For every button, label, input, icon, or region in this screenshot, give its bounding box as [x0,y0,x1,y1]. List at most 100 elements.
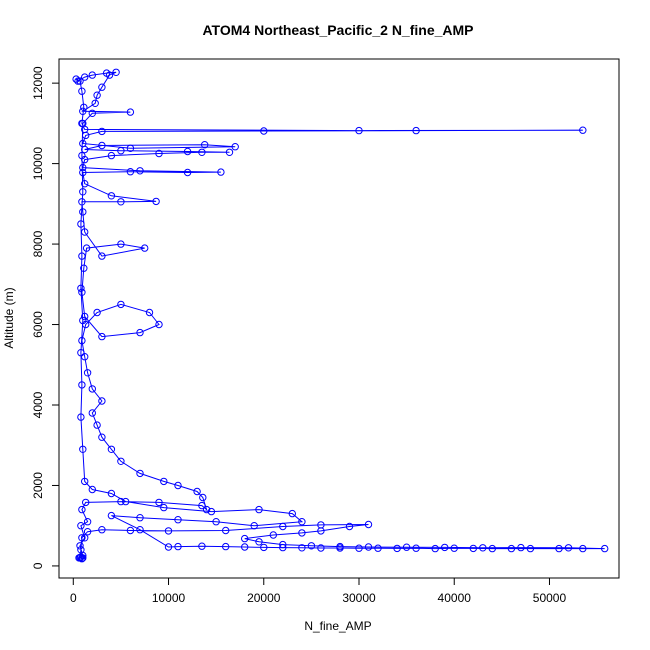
data-point [122,497,130,506]
data-point [81,312,89,321]
data-point [564,544,573,552]
x-tick-label: 10000 [152,591,186,605]
data-point [488,544,496,553]
data-point [77,522,85,530]
data-point [88,109,97,118]
data-point [345,522,354,531]
data-point [77,413,85,421]
data-point [117,240,125,248]
data-point [174,481,182,490]
data-point [78,336,86,345]
data-point [269,531,277,539]
data-point [98,433,106,441]
data-point [136,526,144,534]
data-point [193,487,201,496]
data-point [78,505,86,514]
chart-title: ATOM4 Northeast_Pacific_2 N_fine_AMP [202,22,473,38]
data-point [83,518,92,526]
data-point [81,353,89,361]
data-point [260,127,268,135]
data-point [117,497,125,506]
data-point [469,544,477,553]
data-point [152,197,160,206]
data-point [98,252,106,260]
data-point [76,553,84,562]
data-point [402,543,411,551]
data-point [298,544,306,552]
data-point [222,526,230,535]
data-point [107,445,116,453]
data-point [164,543,173,551]
data-point [79,163,87,172]
data-point [78,198,86,206]
data-point [279,540,287,549]
data-point [222,542,230,551]
data-point [72,75,80,83]
data-point [145,308,154,317]
data-point [126,168,135,176]
data-point [183,147,192,156]
data-point [78,288,86,296]
data-point [355,544,363,552]
data-point [126,108,135,116]
data-point [88,409,97,417]
data-point [217,168,225,176]
data-point [91,99,99,108]
data-point [79,168,87,177]
data-point [126,144,135,153]
data-point [88,385,97,393]
data-point [174,542,182,551]
data-point [517,543,525,552]
x-tick-label: 40000 [438,591,472,605]
data-point [76,77,84,85]
y-tick-label: 12000 [31,66,45,100]
data-point [183,168,192,177]
data-point [336,542,344,551]
data-point [78,555,86,563]
y-tick-label: 10000 [31,147,45,181]
data-point [141,244,149,252]
y-tick-label: 6000 [31,311,45,338]
data-point [212,518,220,526]
data-point [198,542,206,550]
data-point [479,544,487,552]
data-point [79,316,87,325]
data-point [164,527,173,535]
data-point [202,505,211,514]
data-point [579,544,587,553]
data-point [117,198,125,206]
x-tick-label: 50000 [533,591,567,605]
y-tick-label: 8000 [31,230,45,257]
data-point [450,544,458,552]
data-point [298,518,306,526]
data-point [79,119,87,128]
data-point [255,538,263,546]
data-point [412,126,420,135]
data-point [81,73,89,81]
data-point [81,534,89,542]
data-point [98,526,106,534]
data-series [72,68,609,563]
data-point [80,103,88,112]
data-point [198,501,206,510]
data-point [93,308,101,317]
x-tick-label: 30000 [342,591,376,605]
data-point [78,252,86,260]
data-point [160,477,168,486]
data-point [279,522,287,531]
data-point [117,457,125,465]
data-point [107,192,116,200]
data-point [80,264,88,272]
data-point [231,143,239,151]
data-point [82,244,91,252]
data-point [83,369,92,377]
data-point [98,127,106,136]
y-tick-label: 0 [31,562,45,569]
data-point [83,528,92,536]
data-point [317,544,325,552]
data-point [81,477,89,486]
data-point [241,543,249,551]
data-point [364,543,373,551]
data-point [431,544,439,553]
